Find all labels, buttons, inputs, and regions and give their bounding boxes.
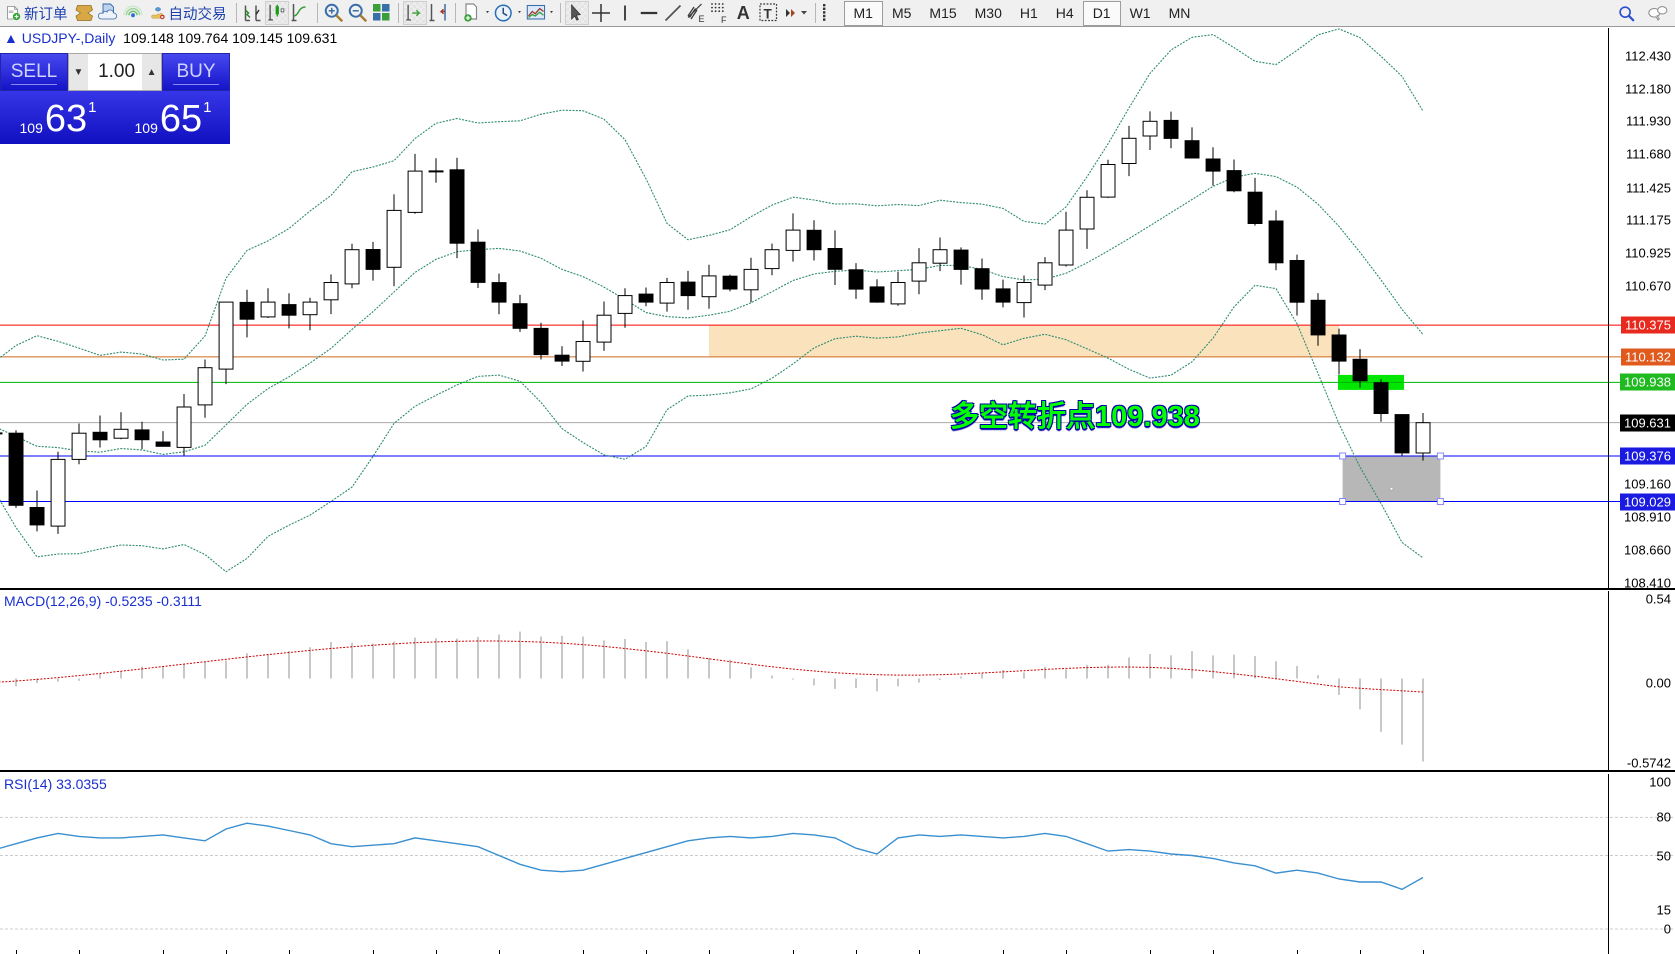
svg-text:A: A xyxy=(736,3,749,23)
svg-text:T: T xyxy=(763,6,772,21)
svg-text:F: F xyxy=(721,15,727,25)
svg-text:E: E xyxy=(698,14,704,24)
